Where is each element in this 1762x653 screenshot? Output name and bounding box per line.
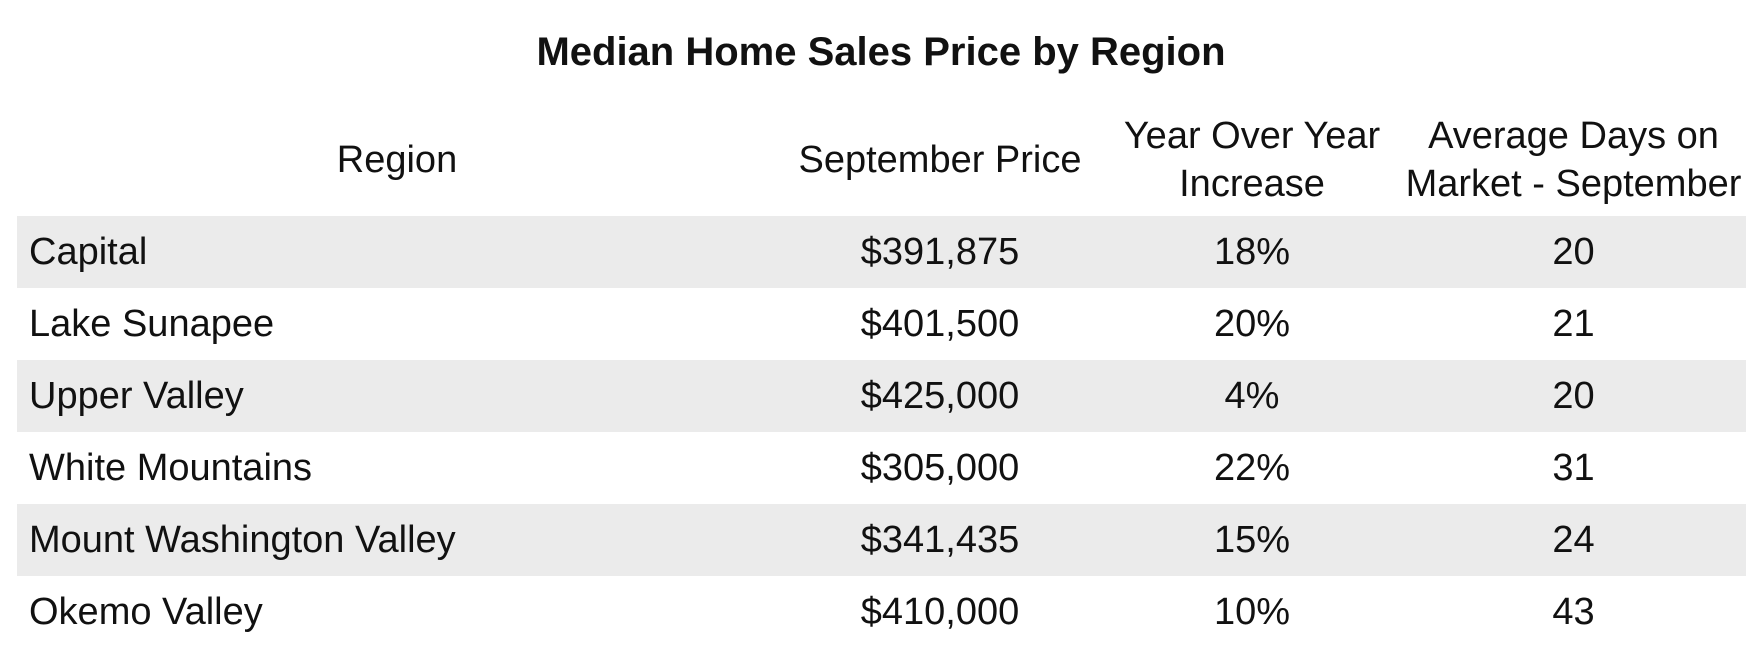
days-cell: 31 [1401,432,1746,504]
yoy-cell: 18% [1103,216,1401,288]
days-cell: 24 [1401,504,1746,576]
price-cell: $391,875 [777,216,1103,288]
column-header-region: Region [336,139,458,181]
yoy-cell: 22% [1103,432,1401,504]
region-cell: Okemo Valley [17,576,777,648]
yoy-cell: 10% [1103,576,1401,648]
days-cell: 20 [1401,360,1746,432]
table-row: Capital $391,875 18% 20 [17,216,1746,288]
column-header-yoy: Year Over Year Increase [1123,115,1381,205]
table-row: White Mountains $305,000 22% 31 [17,432,1746,504]
header-row: Region September Price Year Over Year In… [17,104,1746,216]
column-header-days: Average Days on Market - September [1405,115,1742,205]
region-cell: Mount Washington Valley [17,504,777,576]
days-cell: 43 [1401,576,1746,648]
region-cell: Capital [17,216,777,288]
price-cell: $410,000 [777,576,1103,648]
table-header: Region September Price Year Over Year In… [17,104,1746,216]
column-header-price: September Price [798,139,1082,181]
table-row: Upper Valley $425,000 4% 20 [17,360,1746,432]
days-cell: 21 [1401,288,1746,360]
price-cell: $305,000 [777,432,1103,504]
table-row: Okemo Valley $410,000 10% 43 [17,576,1746,648]
days-cell: 20 [1401,216,1746,288]
chart-title: Median Home Sales Price by Region [536,30,1226,74]
price-cell: $401,500 [777,288,1103,360]
yoy-cell: 20% [1103,288,1401,360]
yoy-cell: 4% [1103,360,1401,432]
price-cell: $425,000 [777,360,1103,432]
region-cell: Upper Valley [17,360,777,432]
table-row: Lake Sunapee $401,500 20% 21 [17,288,1746,360]
yoy-cell: 15% [1103,504,1401,576]
region-cell: Lake Sunapee [17,288,777,360]
table-row: Mount Washington Valley $341,435 15% 24 [17,504,1746,576]
region-cell: White Mountains [17,432,777,504]
data-table: Region September Price Year Over Year In… [17,104,1746,648]
price-cell: $341,435 [777,504,1103,576]
table-body: Capital $391,875 18% 20 Lake Sunapee $40… [17,216,1746,648]
